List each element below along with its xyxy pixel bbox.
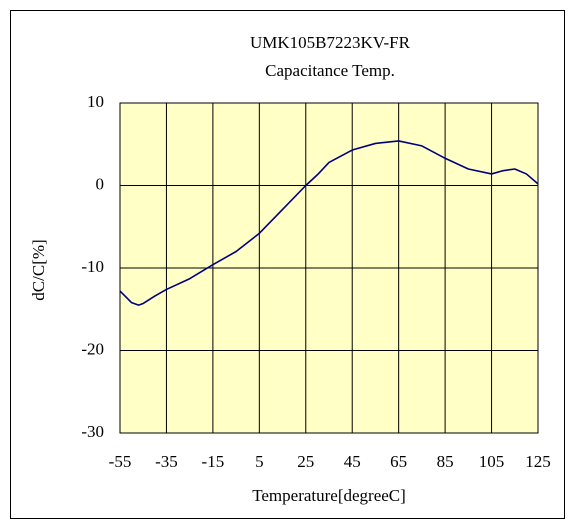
y-tick-label: -30 bbox=[81, 422, 104, 441]
x-tick-label: 5 bbox=[255, 452, 264, 471]
x-tick-label: 105 bbox=[479, 452, 505, 471]
x-tick-label: -35 bbox=[155, 452, 178, 471]
y-tick-label: -10 bbox=[81, 257, 104, 276]
x-tick-label: 45 bbox=[344, 452, 361, 471]
chart-subtitle: Capacitance Temp. bbox=[265, 61, 395, 80]
x-tick-label: 25 bbox=[297, 452, 314, 471]
chart-title: UMK105B7223KV-FR bbox=[250, 33, 411, 52]
x-tick-label: 85 bbox=[437, 452, 454, 471]
x-tick-label: -15 bbox=[202, 452, 225, 471]
x-tick-label: 125 bbox=[525, 452, 551, 471]
y-tick-label: 10 bbox=[87, 92, 104, 111]
y-tick-label: -20 bbox=[81, 339, 104, 358]
data-line bbox=[119, 140, 539, 306]
y-axis-label: dC/C[%] bbox=[29, 239, 48, 300]
x-axis-label: Temperature[degreeC] bbox=[252, 486, 406, 505]
x-tick-label: 65 bbox=[390, 452, 407, 471]
x-tick-label: -55 bbox=[109, 452, 132, 471]
y-tick-label: 0 bbox=[96, 174, 105, 193]
